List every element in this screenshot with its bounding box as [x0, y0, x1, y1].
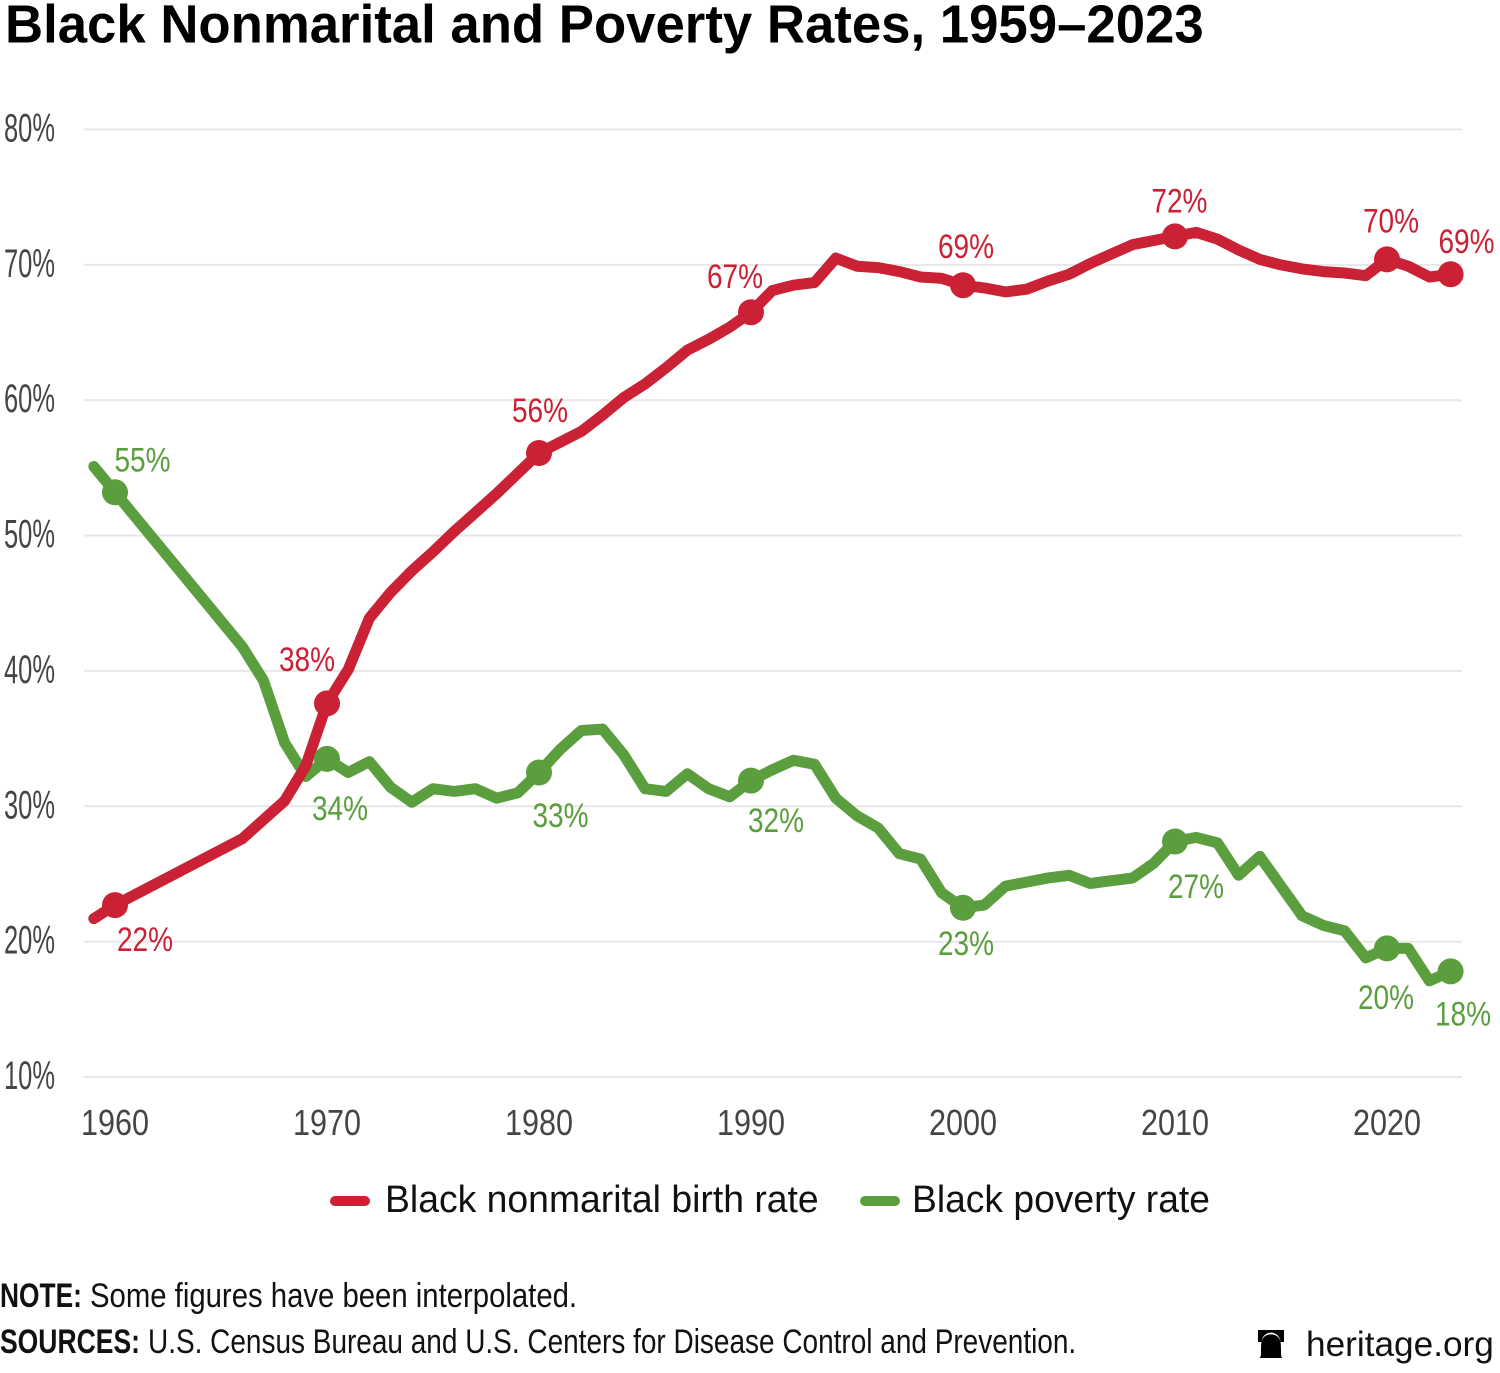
svg-text:70%: 70%: [4, 242, 55, 286]
svg-text:80%: 80%: [4, 107, 55, 151]
svg-text:70%: 70%: [1363, 202, 1419, 240]
svg-text:20%: 20%: [4, 919, 55, 963]
svg-text:20%: 20%: [1358, 978, 1414, 1016]
svg-text:60%: 60%: [4, 378, 55, 422]
svg-text:27%: 27%: [1168, 867, 1224, 905]
svg-text:U.S. Census Bureau and U.S. Ce: U.S. Census Bureau and U.S. Centers for …: [148, 1322, 1076, 1360]
svg-text:1980: 1980: [505, 1104, 573, 1144]
svg-text:2000: 2000: [929, 1104, 997, 1144]
svg-text:72%: 72%: [1151, 182, 1207, 220]
svg-text:NOTE:: NOTE:: [0, 1277, 82, 1315]
svg-text:1960: 1960: [81, 1104, 149, 1144]
svg-text:Black nonmarital birth rate: Black nonmarital birth rate: [385, 1178, 819, 1220]
svg-text:30%: 30%: [4, 784, 55, 828]
svg-text:56%: 56%: [512, 391, 568, 429]
svg-text:Some figures have been interpo: Some figures have been interpolated.: [90, 1276, 577, 1315]
svg-text:40%: 40%: [4, 648, 55, 692]
svg-text:55%: 55%: [114, 441, 170, 479]
svg-text:34%: 34%: [312, 789, 368, 827]
svg-text:1990: 1990: [717, 1104, 785, 1144]
svg-text:2020: 2020: [1353, 1104, 1421, 1144]
svg-text:heritage.org: heritage.org: [1306, 1325, 1494, 1364]
svg-text:69%: 69%: [1438, 222, 1494, 260]
svg-text:22%: 22%: [117, 920, 173, 958]
svg-text:SOURCES:: SOURCES:: [0, 1323, 140, 1361]
svg-text:Black Nonmarital and Poverty R: Black Nonmarital and Poverty Rates, 1959…: [5, 0, 1204, 55]
svg-text:2010: 2010: [1141, 1104, 1209, 1144]
svg-text:32%: 32%: [748, 801, 804, 839]
svg-text:69%: 69%: [938, 227, 994, 265]
svg-text:1970: 1970: [293, 1104, 361, 1144]
svg-text:33%: 33%: [532, 796, 588, 834]
svg-text:50%: 50%: [4, 513, 55, 557]
svg-text:Black poverty rate: Black poverty rate: [912, 1178, 1210, 1220]
svg-text:38%: 38%: [279, 640, 335, 678]
svg-text:18%: 18%: [1435, 995, 1491, 1033]
svg-text:67%: 67%: [707, 257, 763, 295]
svg-text:23%: 23%: [938, 924, 994, 962]
svg-text:10%: 10%: [4, 1054, 55, 1098]
